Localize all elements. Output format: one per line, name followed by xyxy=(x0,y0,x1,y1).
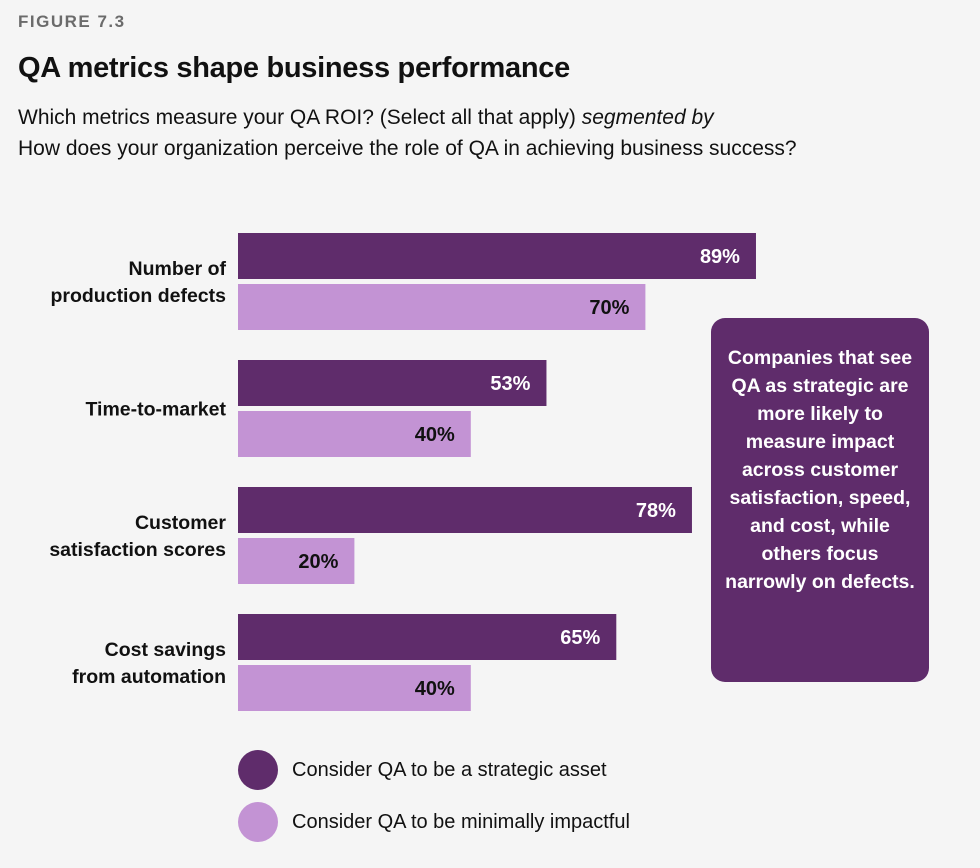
figure-label: FIGURE 7.3 xyxy=(18,12,126,31)
subtitle-segment-question: How does your organization perceive the … xyxy=(18,137,797,160)
bar-minimal-3 xyxy=(238,665,471,711)
chart-title: QA metrics shape business performance xyxy=(18,52,570,84)
subtitle-segment-label: segmented by xyxy=(581,106,714,129)
bar-strategic-0 xyxy=(238,233,756,279)
category-label-1-line-0: Time-to-market xyxy=(85,399,226,421)
data-label-strategic-3: 65% xyxy=(560,627,600,649)
bar-strategic-1 xyxy=(238,360,547,406)
legend-item-minimal: Consider QA to be minimally impactful xyxy=(238,802,630,842)
legend-label-strategic: Consider QA to be a strategic asset xyxy=(292,758,607,781)
data-label-minimal-2: 20% xyxy=(298,551,338,573)
category-label-3-line-1: from automation xyxy=(72,666,226,688)
bar-strategic-2 xyxy=(238,487,692,533)
bar-minimal-2 xyxy=(238,538,355,584)
category-label-2-line-1: satisfaction scores xyxy=(49,539,226,561)
category-label-0-line-1: production defects xyxy=(50,285,226,307)
category-label-0-line-0: Number of xyxy=(129,258,227,280)
data-label-minimal-1: 40% xyxy=(415,424,455,446)
legend-swatch-strategic xyxy=(238,750,278,790)
bar-strategic-3 xyxy=(238,614,617,660)
legend-item-strategic: Consider QA to be a strategic asset xyxy=(238,750,630,790)
subtitle-question: Which metrics measure your QA ROI? (Sele… xyxy=(18,106,576,129)
bar-minimal-1 xyxy=(238,411,471,457)
category-label-3-line-0: Cost savings xyxy=(105,639,227,661)
legend-swatch-minimal xyxy=(238,802,278,842)
data-label-minimal-0: 70% xyxy=(589,297,629,319)
data-label-minimal-3: 40% xyxy=(415,678,455,700)
callout-box: Companies that see QA as strategic are m… xyxy=(711,318,929,682)
legend: Consider QA to be a strategic asset Cons… xyxy=(238,750,630,854)
chart-subtitle: Which metrics measure your QA ROI? (Sele… xyxy=(18,102,958,164)
data-label-strategic-0: 89% xyxy=(700,246,740,268)
category-label-2-line-0: Customer xyxy=(135,512,226,534)
legend-label-minimal: Consider QA to be minimally impactful xyxy=(292,810,630,833)
data-label-strategic-2: 78% xyxy=(636,500,676,522)
data-label-strategic-1: 53% xyxy=(490,373,530,395)
bar-minimal-0 xyxy=(238,284,646,330)
